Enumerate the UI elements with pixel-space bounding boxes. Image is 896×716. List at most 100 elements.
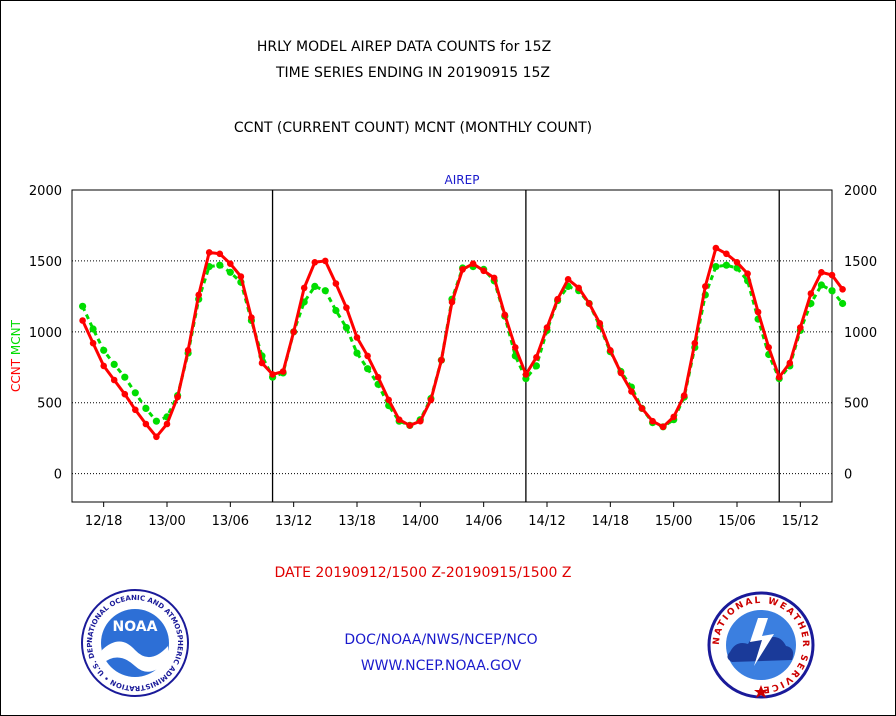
chart-subtitle: CCNT (CURRENT COUNT) MCNT (MONTHLY COUNT… [233,120,593,136]
data-point-mcnt [817,281,826,289]
data-point-ccnt [628,388,635,395]
data-point-ccnt [839,286,846,293]
data-point-ccnt [205,249,213,256]
data-point-ccnt [121,390,129,398]
data-point-ccnt [417,417,424,425]
data-point-mcnt [342,324,350,332]
x-tick-label: 13/12 [275,514,312,529]
org-label[interactable]: DOC/NOAA/NWS/NCEP/NCO [344,632,538,648]
x-tick-label: 12/18 [85,514,122,529]
data-point-ccnt [258,359,266,367]
data-point-ccnt [395,416,403,424]
data-point-ccnt [163,420,171,428]
data-point-ccnt [575,284,582,292]
data-point-ccnt [195,291,202,299]
y-tick-label-left: 2000 [29,184,62,199]
data-point-ccnt [311,259,319,266]
data-point-ccnt [670,413,677,421]
data-point-mcnt [89,325,97,333]
series-line-ccnt [81,245,844,440]
y-tick-label-right: 0 [844,468,852,483]
data-point-ccnt [607,347,614,354]
data-point-ccnt [322,257,329,265]
data-point-ccnt [216,250,224,258]
x-tick-label: 13/06 [212,514,249,529]
data-point-ccnt [237,273,245,280]
data-point-ccnt [564,276,572,283]
chart-title-line-2: TIME SERIES ENDING IN 20190915 15Z [276,65,550,81]
data-point-ccnt [828,271,836,279]
data-point-ccnt [184,347,192,354]
data-point-ccnt [543,324,551,331]
y-axis-label-mcnt: MCNT [9,319,23,359]
data-point-ccnt [459,266,466,273]
noaa-logo-text: NOAA [113,619,158,635]
data-point-ccnt [512,344,519,351]
data-point-ccnt [353,334,361,341]
data-point-ccnt [374,373,382,381]
y-tick-label-left: 1500 [29,255,62,270]
data-point-ccnt [89,339,97,347]
data-point-ccnt [300,284,308,292]
data-point-ccnt [279,368,287,375]
data-point-ccnt [617,369,625,377]
data-point-ccnt [364,352,371,360]
data-point-mcnt [828,287,836,295]
x-tick-label: 14/00 [402,514,439,529]
data-point-mcnt [121,373,129,381]
data-point-ccnt [702,283,709,290]
data-point-ccnt [680,392,688,399]
x-tick-label: 13/18 [338,514,375,529]
y-tick-label-right: 1000 [844,326,877,341]
data-point-ccnt [754,308,762,316]
data-point-ccnt [332,280,340,287]
x-tick-label: 13/00 [148,514,185,529]
data-point-ccnt [775,373,783,381]
data-point-ccnt [786,359,794,367]
plot-area [71,189,833,503]
data-point-ccnt [174,393,181,401]
data-point-mcnt [311,282,319,290]
data-point-mcnt [364,365,372,373]
data-point-ccnt [723,250,730,258]
data-point-ccnt [533,354,540,361]
x-tick-label: 14/12 [528,514,565,529]
y-axis-label-ccnt: CCNT [9,358,23,392]
date-range-label: DATE 20190912/1500 Z-20190915/1500 Z [274,565,572,581]
data-point-mcnt [722,261,731,269]
data-point-ccnt [343,304,350,312]
data-point-ccnt [248,314,255,321]
x-tick-label: 14/18 [592,514,629,529]
data-point-mcnt [712,263,720,271]
data-point-mcnt [532,362,541,370]
data-point-ccnt [427,396,435,404]
data-point-ccnt [290,328,298,336]
data-point-ccnt [744,270,751,278]
data-point-ccnt [501,311,509,319]
data-point-mcnt [100,346,108,354]
data-point-ccnt [469,260,477,268]
data-point-ccnt [807,290,815,297]
data-point-mcnt [79,302,87,310]
data-point-mcnt [226,268,234,276]
data-point-ccnt [797,324,804,331]
data-point-mcnt [142,404,150,412]
data-point-ccnt [448,298,456,306]
data-point-ccnt [691,339,699,347]
data-point-ccnt [596,320,604,327]
panel-title: AIREP [445,173,480,187]
data-point-ccnt [132,406,139,414]
data-point-ccnt [649,417,656,425]
data-point-ccnt [269,371,276,378]
data-point-ccnt [480,267,488,275]
data-point-ccnt [385,396,393,404]
data-point-ccnt [712,244,720,252]
data-point-ccnt [438,356,445,364]
x-tick-label: 15/12 [782,514,819,529]
x-tick-label: 15/00 [655,514,692,529]
data-point-ccnt [110,376,118,384]
data-point-ccnt [765,344,772,351]
y-tick-label-left: 1000 [29,326,62,341]
website-link[interactable]: WWW.NCEP.NOAA.GOV [360,658,522,674]
